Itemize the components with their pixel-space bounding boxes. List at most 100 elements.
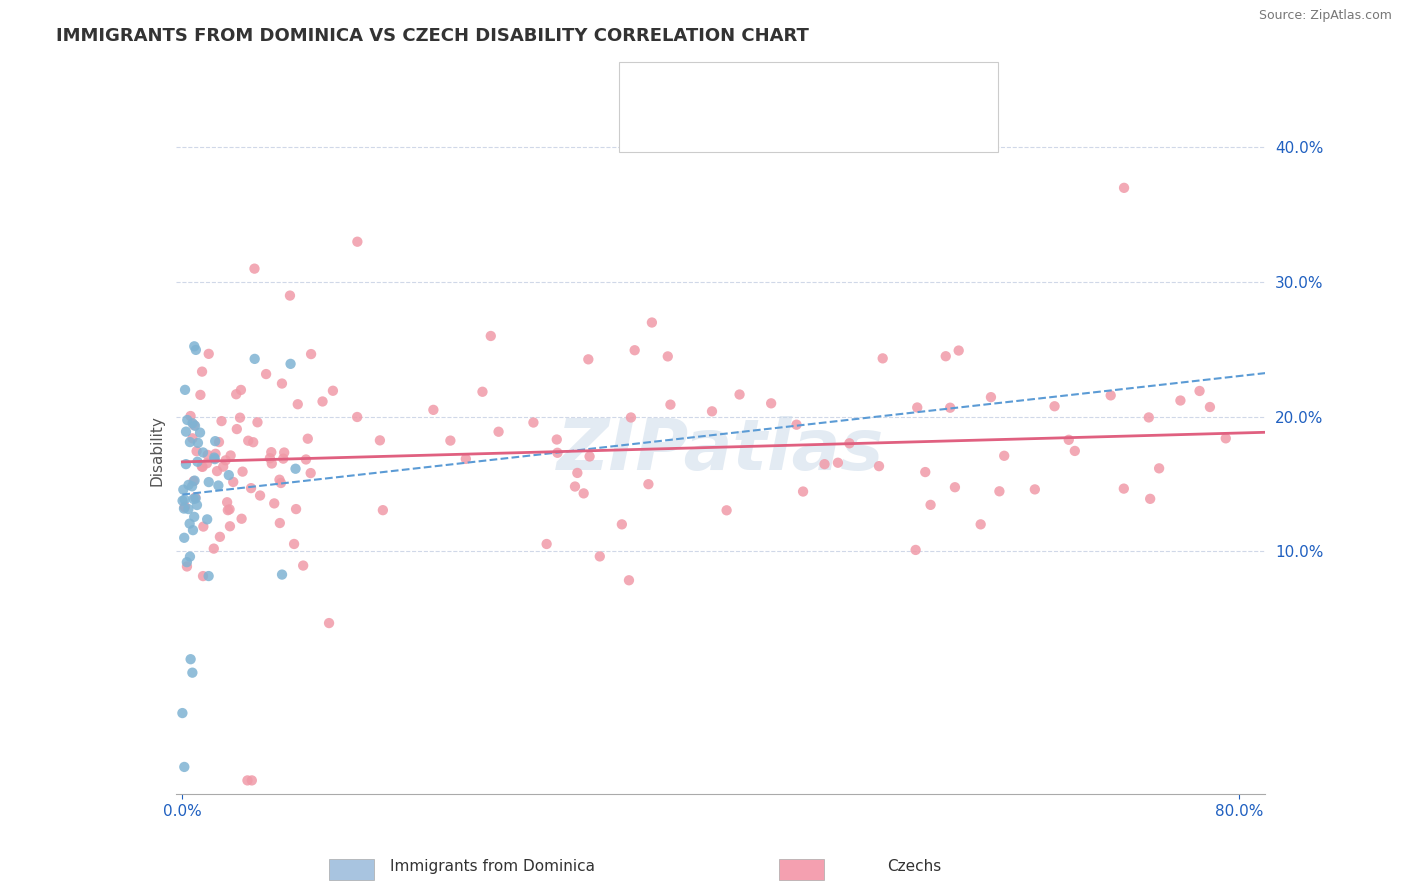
Point	[318, 616, 340, 631]
Point	[246, 415, 269, 429]
Point	[939, 401, 962, 415]
Point	[260, 457, 283, 471]
Point	[522, 416, 544, 430]
Point	[181, 431, 204, 445]
Point	[322, 384, 344, 398]
Point	[181, 479, 204, 493]
Point	[181, 523, 204, 537]
Point	[243, 261, 266, 276]
Point	[546, 446, 568, 460]
Point	[202, 541, 225, 556]
Point	[297, 432, 319, 446]
Point	[180, 409, 202, 423]
Point	[176, 559, 198, 574]
Point	[243, 351, 266, 366]
Text: N =: N =	[858, 118, 894, 136]
Point	[186, 455, 208, 469]
Point	[716, 503, 738, 517]
Point	[904, 543, 927, 558]
Point	[183, 491, 205, 506]
Point	[179, 435, 201, 450]
Point	[610, 517, 633, 532]
Point	[173, 500, 195, 514]
Point	[208, 530, 231, 544]
Point	[183, 509, 205, 524]
Point	[172, 493, 194, 508]
Point	[292, 558, 315, 573]
Point	[195, 512, 218, 526]
Point	[1188, 384, 1211, 398]
Point	[254, 367, 277, 381]
Point	[620, 410, 643, 425]
Point	[174, 425, 197, 439]
Point	[617, 574, 640, 588]
Point	[191, 569, 214, 583]
Text: Source: ZipAtlas.com: Source: ZipAtlas.com	[1258, 9, 1392, 22]
Text: 134: 134	[922, 118, 957, 136]
Point	[197, 475, 219, 489]
Point	[240, 773, 263, 788]
Point	[273, 445, 295, 459]
Point	[280, 357, 302, 371]
Point	[193, 519, 215, 533]
Text: N =: N =	[858, 78, 894, 96]
Point	[172, 483, 194, 497]
Point	[180, 652, 202, 666]
Point	[219, 449, 242, 463]
Point	[488, 425, 510, 439]
Point	[283, 537, 305, 551]
Text: 0.137: 0.137	[763, 118, 815, 136]
Point	[969, 517, 991, 532]
Point	[299, 347, 322, 361]
Point	[218, 502, 240, 516]
Text: Czechs: Czechs	[887, 859, 941, 874]
Point	[229, 383, 252, 397]
Point	[589, 549, 612, 564]
Point	[278, 288, 301, 302]
Point	[1215, 431, 1237, 445]
Point	[191, 459, 214, 474]
Point	[1024, 483, 1046, 497]
Point	[179, 516, 201, 531]
Point	[181, 417, 204, 431]
Bar	[630, 71, 679, 103]
Point	[948, 343, 970, 358]
Point	[204, 452, 226, 467]
Point	[657, 350, 679, 364]
Point	[197, 569, 219, 583]
Point	[295, 452, 318, 467]
Point	[173, 500, 195, 515]
Point	[572, 486, 595, 500]
Point	[181, 665, 204, 680]
Point	[759, 396, 782, 410]
Point	[299, 466, 322, 480]
Point	[1112, 482, 1135, 496]
Point	[270, 475, 292, 490]
Bar	[630, 112, 679, 143]
Point	[260, 445, 283, 459]
Point	[229, 410, 252, 425]
Point	[205, 464, 228, 478]
Point	[271, 451, 294, 466]
Text: R =: R =	[699, 78, 734, 96]
Point	[177, 478, 200, 492]
Bar	[329, 859, 374, 880]
Text: 46: 46	[922, 78, 945, 96]
Point	[700, 404, 723, 418]
Point	[191, 445, 214, 459]
Point	[188, 425, 211, 440]
Point	[838, 436, 860, 450]
Point	[173, 492, 195, 507]
Point	[287, 397, 309, 411]
Point	[225, 387, 247, 401]
Point	[222, 475, 245, 489]
Point	[269, 473, 291, 487]
Point	[284, 462, 307, 476]
Point	[184, 491, 207, 506]
Point	[176, 413, 198, 427]
Point	[943, 480, 966, 494]
Point	[249, 489, 271, 503]
Point	[872, 351, 894, 366]
Point	[988, 484, 1011, 499]
Point	[195, 456, 218, 470]
